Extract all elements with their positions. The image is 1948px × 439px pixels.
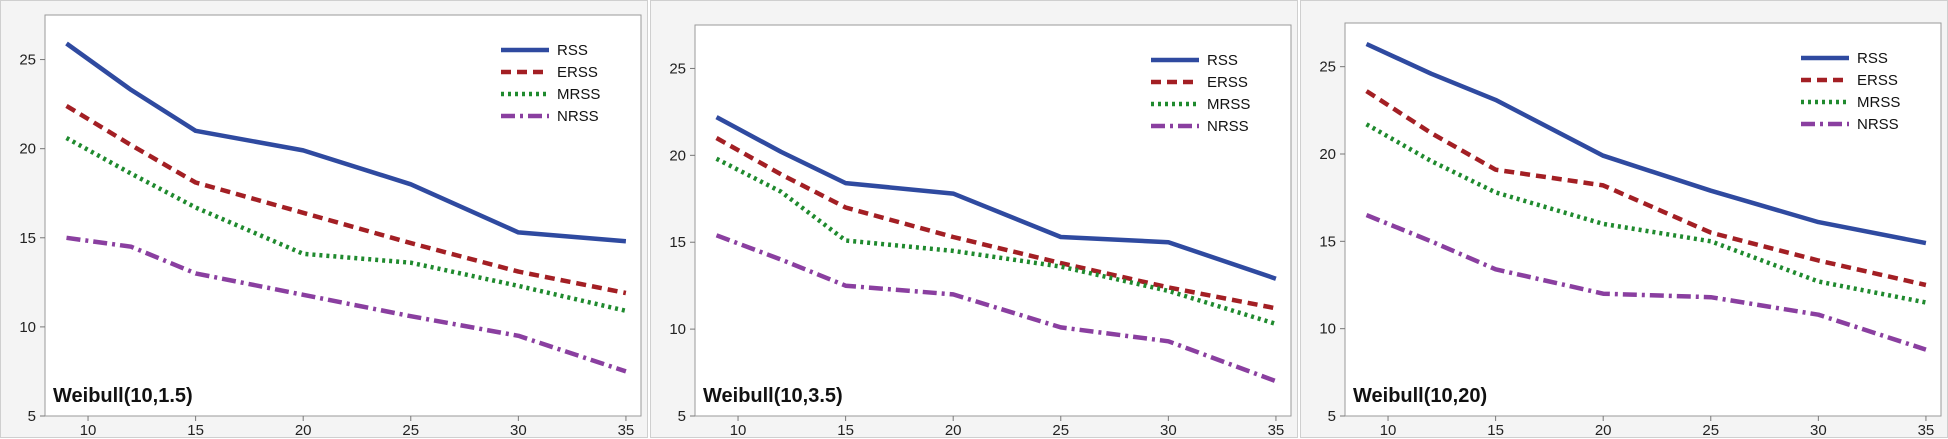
- y-tick-label: 25: [1319, 59, 1336, 76]
- x-tick-label: 15: [837, 422, 854, 439]
- plot-area: [1344, 22, 1942, 417]
- x-tick-label: 35: [1918, 422, 1935, 439]
- legend-label-erss: ERSS: [1207, 74, 1248, 91]
- distribution-label: Weibull(10,1.5): [53, 385, 193, 407]
- x-tick-label: 25: [1702, 422, 1719, 439]
- x-tick-label: 30: [510, 422, 527, 439]
- series-line-nrss: [1365, 213, 1927, 352]
- x-tick-label: 10: [730, 422, 747, 439]
- legend-label-mrss: MRSS: [557, 86, 600, 103]
- legend-label-erss: ERSS: [557, 64, 598, 81]
- legend-label-rss: RSS: [557, 42, 588, 59]
- x-tick-label: 20: [295, 422, 312, 439]
- y-tick-label: 15: [19, 230, 36, 247]
- legend-label-rss: RSS: [1207, 52, 1238, 69]
- x-tick-label: 30: [1160, 422, 1177, 439]
- y-tick-label: 15: [669, 234, 686, 251]
- plot-area: [694, 24, 1292, 417]
- distribution-label: Weibull(10,20): [1353, 385, 1487, 407]
- x-tick-label: 20: [945, 422, 962, 439]
- y-tick-label: 25: [19, 52, 36, 69]
- series-line-erss: [65, 103, 627, 296]
- x-tick-label: 20: [1595, 422, 1612, 439]
- chart-svg-1: 5 10 15 20 25 10 15 20 25 30 35 RSS ERSS MRSS NRSS Weib…: [19, 14, 642, 439]
- x-tick-label: 10: [80, 422, 97, 439]
- x-tick-label: 15: [187, 422, 204, 439]
- y-tick-label: 5: [1328, 408, 1336, 425]
- series-line-nrss: [66, 235, 627, 374]
- x-tick-label: 10: [1380, 422, 1397, 439]
- y-tick-label: 10: [669, 321, 686, 338]
- series-line-nrss: [715, 233, 1277, 384]
- legend-label-nrss: NRSS: [557, 108, 599, 125]
- y-tick-label: 10: [19, 319, 36, 336]
- y-tick-label: 10: [1319, 321, 1336, 338]
- chart-panel-weibull-10-20: 5 10 15 20 25 10 15 20 25 30 35 RSS ERSS MRSS NRSS Weib…: [1300, 0, 1948, 439]
- series-line-mrss: [715, 156, 1277, 327]
- y-tick-label: 20: [1319, 146, 1336, 163]
- legend-label-mrss: MRSS: [1207, 96, 1250, 113]
- x-tick-label: 15: [1487, 422, 1504, 439]
- y-tick-label: 15: [1319, 233, 1336, 250]
- y-tick-label: 5: [28, 408, 36, 425]
- series-line-erss: [1365, 89, 1927, 288]
- x-tick-label: 35: [618, 422, 635, 439]
- y-tick-label: 20: [19, 141, 36, 158]
- x-tick-label: 35: [1268, 422, 1285, 439]
- chart-panel-weibull-10-3-5: 5 10 15 20 25 10 15 20 25 30 35 RSS ERSS MRSS NRSS Weib…: [650, 0, 1298, 439]
- chart-svg-2: 5 10 15 20 25 10 15 20 25 30 35 RSS ERSS MRSS NRSS Weib…: [669, 24, 1292, 439]
- y-tick-label: 25: [669, 60, 686, 77]
- legend-label-nrss: NRSS: [1207, 118, 1249, 135]
- plot-area: [44, 14, 642, 417]
- legend-label-erss: ERSS: [1857, 72, 1898, 89]
- distribution-label: Weibull(10,3.5): [703, 385, 843, 407]
- chart-svg-3: 5 10 15 20 25 10 15 20 25 30 35 RSS ERSS MRSS NRSS Weib…: [1319, 22, 1942, 439]
- legend-label-mrss: MRSS: [1857, 94, 1900, 111]
- chart-panel-weibull-10-1-5: 5 10 15 20 25 10 15 20 25 30 35 RSS ERSS MRSS NRSS Weib…: [0, 0, 648, 439]
- y-tick-label: 20: [669, 147, 686, 164]
- series-line-rss: [65, 41, 627, 244]
- x-tick-label: 25: [402, 422, 419, 439]
- x-tick-label: 30: [1810, 422, 1827, 439]
- x-tick-label: 25: [1052, 422, 1069, 439]
- legend-label-nrss: NRSS: [1857, 116, 1899, 133]
- series-line-rss: [715, 115, 1277, 281]
- legend-label-rss: RSS: [1857, 50, 1888, 67]
- y-tick-label: 5: [678, 408, 686, 425]
- series-line-erss: [715, 136, 1277, 311]
- series-line-rss: [1365, 41, 1927, 246]
